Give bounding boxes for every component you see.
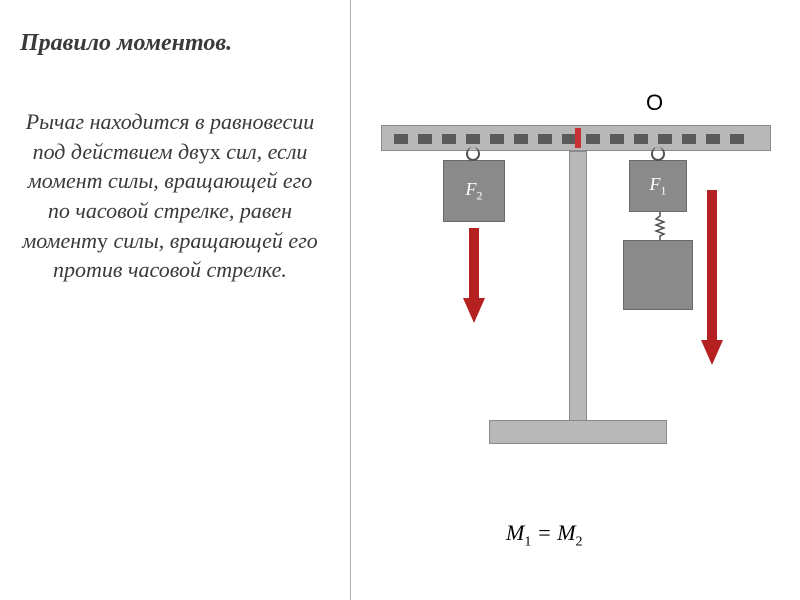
beam-tick [634,134,648,144]
title: Правило моментов. [20,30,320,57]
spring-connector [654,212,666,240]
beam-tick [418,134,432,144]
beam-tick [538,134,552,144]
pivot-mark [575,128,581,148]
weight-f2-label: F2 [466,179,483,204]
diagram-panel: О F2 F1 [350,0,800,600]
description: Рычаг находится в равновесии под действи… [20,107,320,285]
beam-tick [490,134,504,144]
beam-tick [658,134,672,144]
beam-tick [442,134,456,144]
force-arrow-right [701,190,723,365]
stand-base [489,420,667,444]
beam-tick [610,134,624,144]
beam-tick [562,134,576,144]
weight-f1: F1 [629,160,687,212]
beam-tick [466,134,480,144]
weight-extra [623,240,693,310]
beam-tick [730,134,744,144]
hook-right [651,147,665,161]
diagram: О F2 F1 [351,0,800,600]
beam-tick [682,134,696,144]
hook-left [466,147,480,161]
formula: M1 = M2 [506,520,583,550]
beam-tick [706,134,720,144]
beam-tick [394,134,408,144]
force-arrow-left [463,228,485,323]
text-panel: Правило моментов. Рычаг находится в равн… [0,0,350,600]
beam-tick [586,134,600,144]
pivot-label: О [646,90,663,116]
stand-post [569,151,587,426]
weight-f1-label: F1 [650,174,667,199]
weight-f2: F2 [443,160,505,222]
beam-tick [514,134,528,144]
